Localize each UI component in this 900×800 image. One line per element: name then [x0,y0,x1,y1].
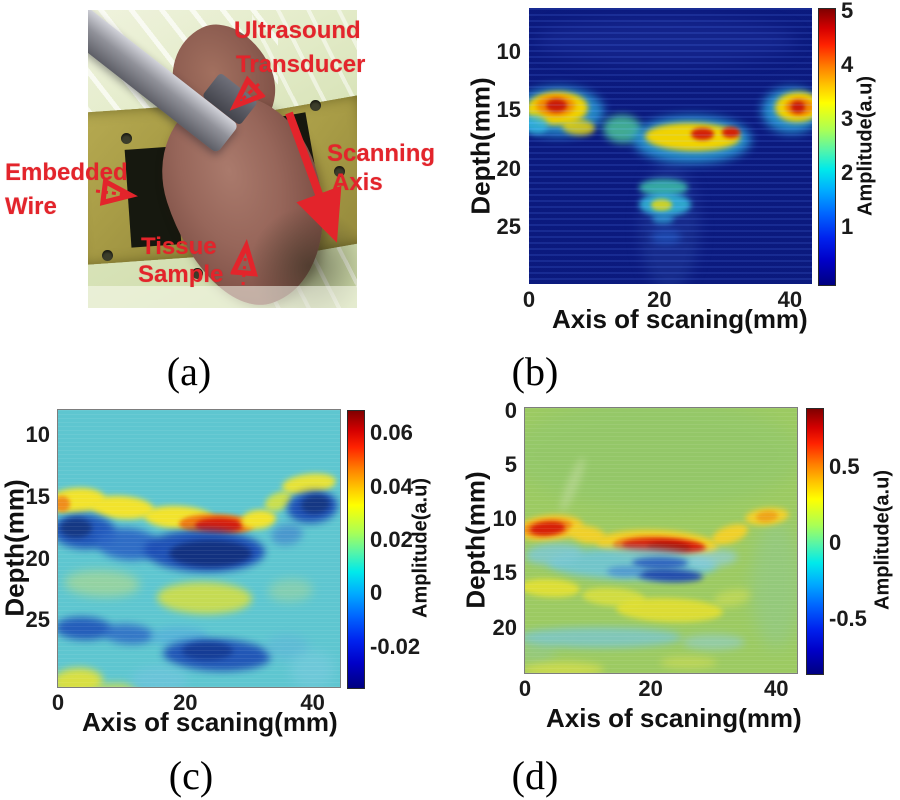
panel-c-colorbar-tick: 0.04 [370,473,413,499]
panel-c-ytick: 20 [25,545,50,571]
panel-d-colorbar-tick: -0.5 [829,605,867,631]
panel-c-colorbar-tick: 0.06 [370,420,413,446]
panel-b-colorbar-tick: 5 [841,0,854,23]
caption-b: (b) [511,349,559,394]
screw [310,100,321,111]
heatmap-feature [101,622,155,646]
panel-d-ytick: 20 [492,614,517,640]
panel-b-colorbar-label: Amplitude(a.u) [854,76,877,216]
panel-d-heatmap [524,407,798,674]
heatmap-feature [660,655,717,669]
heatmap-feature [615,596,724,624]
heatmap-feature [58,496,71,513]
heatmap-feature [182,641,234,661]
heatmap-feature [535,17,797,64]
panel-c-xtick: 0 [51,690,65,715]
panel-b-xtick: 20 [647,287,672,312]
panel-d-xlabel: Axis of scaning(mm) [546,703,802,733]
panel-d-xtick: 40 [764,676,789,701]
panel-b-colorbar-tick: 2 [841,159,854,185]
panel-c-colorbar [347,410,365,689]
heatmap-feature [290,651,335,687]
panel-b-xlabel: Axis of scaning(mm) [552,304,808,334]
heatmap-feature [545,99,567,113]
annotation-wire: Wire [5,193,57,220]
panel-d-ylabel: Depth(mm) [460,471,491,609]
panel-b-colorbar-tick: 1 [841,213,854,239]
panel-d-ytick: 5 [504,452,517,478]
annotation-scanning: Scanning [327,140,436,167]
caption-a: (a) [166,349,212,394]
panel-c-ytick: 25 [25,607,50,633]
panel-b-ytick: 15 [496,97,521,123]
panel-b-heatmap [529,8,812,284]
heatmap-feature [267,577,314,604]
panel-b-ytick: 10 [496,39,521,65]
panel-d-ytick: 15 [492,560,517,586]
panel-c-xtick: 20 [173,690,198,715]
heatmap-feature [631,556,689,569]
heatmap-feature [652,213,675,224]
heatmap-feature [58,667,104,687]
heatmap-feature [606,565,645,577]
heatmap-feature [156,581,253,616]
panel-c-colorbar-tick: 0.02 [370,527,413,553]
panel-d-ytick: 10 [492,506,517,532]
photo-bottom-strip [88,286,357,308]
panel-d-colorbar-tick: 0.5 [829,454,860,480]
panel-d-colorbar-tick: 0 [829,530,842,556]
panel-b-colorbar [818,8,836,286]
heatmap-feature [525,662,604,673]
heatmap-feature [722,127,741,138]
heatmap-feature [791,101,806,113]
panel-b-ytick: 25 [496,213,521,239]
panel-c-ytick: 10 [25,422,50,448]
panel-d-xtick: 0 [518,676,532,701]
panel-d-ytick: 0 [504,398,517,424]
heatmap-feature [269,520,305,548]
panel-c-colorbar-tick: -0.02 [370,633,421,659]
panel-c-xlabel: Axis of scaning(mm) [82,707,338,737]
annotation-ultrasound: Ultrasound [234,17,361,44]
annotation-axis: Axis [332,169,383,196]
heatmap-feature [169,540,253,568]
panel-b-ytick: 20 [496,155,521,181]
panel-d-colorbar [806,408,824,675]
annotation-embedded: Embedded [5,159,128,186]
screw [102,250,113,261]
caption-c: (c) [168,753,214,798]
panel-c-xtick: 40 [300,690,325,715]
heatmap-feature [195,517,243,533]
heatmap-feature [651,230,681,245]
heatmap-feature [682,633,745,650]
panel-b-colorbar-tick: 4 [841,51,854,77]
panel-c-colorbar-tick: 0 [370,580,383,606]
screw [334,166,345,177]
heatmap-feature [93,682,138,687]
heatmap-feature [525,577,581,600]
caption-d: (d) [511,753,559,798]
heatmap-feature [131,666,189,687]
annotation-sample: Sample [138,261,224,288]
annotation-transducer: Transducer [236,51,366,78]
panel-b-xtick: 40 [777,287,803,312]
panel-c-ytick: 15 [25,483,50,509]
heatmap-feature [59,517,92,538]
screw [192,268,203,279]
heatmap-feature [63,568,142,599]
screw [121,133,132,144]
panel-d-xtick: 20 [638,676,663,701]
heatmap-feature [690,127,715,140]
heatmap-feature [751,519,797,650]
panel-b-xtick: 0 [522,287,536,312]
panel-c-heatmap [57,409,341,688]
heatmap-feature [638,178,688,197]
heatmap-feature [650,198,672,211]
annotation-tissue: Tissue [141,233,217,260]
panel-b-colorbar-tick: 3 [841,105,854,131]
heatmap-feature [525,627,683,648]
